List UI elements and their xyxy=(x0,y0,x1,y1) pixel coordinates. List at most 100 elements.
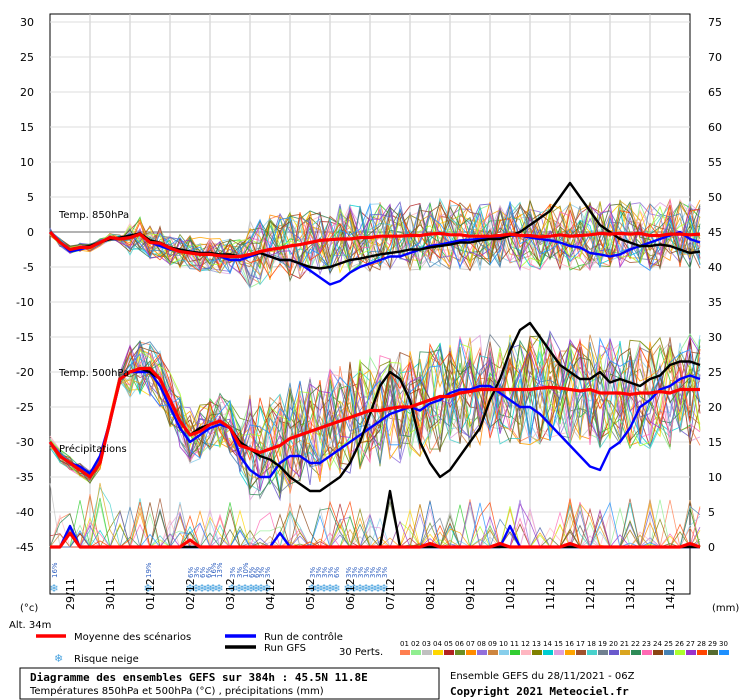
pert-number: 19 xyxy=(598,640,607,648)
legend-control-label: Run de contrôle xyxy=(264,631,343,643)
perturbation-line xyxy=(49,341,701,479)
pert-number: 15 xyxy=(554,640,563,648)
snow-icon: ❄ xyxy=(234,582,243,595)
pert-swatch xyxy=(664,650,674,655)
right-tick-label: 75 xyxy=(708,16,722,29)
snow-pct-label: 3% xyxy=(327,567,335,578)
pert-number: 06 xyxy=(455,640,464,648)
right-unit: (mm) xyxy=(712,603,739,614)
perturbation-line xyxy=(49,202,701,274)
pert-number: 25 xyxy=(664,640,673,648)
pert-number: 28 xyxy=(697,640,706,648)
right-tick-label: 35 xyxy=(708,296,722,309)
series-line-t500 xyxy=(48,366,700,479)
pert-number: 21 xyxy=(620,640,629,648)
snowflake-icon: ❄ xyxy=(54,652,63,665)
pert-number: 17 xyxy=(576,640,585,648)
x-tick-label: 09/12 xyxy=(464,578,477,610)
snow-icon: ❄ xyxy=(349,582,358,595)
pert-swatch xyxy=(642,650,652,655)
snow-pct-label: 3% xyxy=(357,567,365,578)
snow-pct-label: 16% xyxy=(210,562,218,578)
pert-number: 09 xyxy=(488,640,497,648)
snow-icon: ❄ xyxy=(197,582,206,595)
snow-pct-label: 19% xyxy=(145,562,153,578)
right-tick-label: 0 xyxy=(708,541,715,554)
x-tick-label: 12/12 xyxy=(584,578,597,610)
footer-box xyxy=(19,667,440,700)
pert-swatch xyxy=(631,650,641,655)
pert-swatch xyxy=(565,650,575,655)
pert-swatch xyxy=(598,650,608,655)
pert-swatch xyxy=(422,650,432,655)
pert-number: 29 xyxy=(708,640,717,648)
snow-icon: ❄ xyxy=(49,582,58,595)
right-tick-label: 10 xyxy=(708,471,722,484)
snow-pct-label: 3% xyxy=(321,567,329,578)
legend-snow-label: Risque neige xyxy=(74,654,139,665)
x-tick-label: 10/12 xyxy=(504,578,517,610)
snow-pct-label: 10% xyxy=(242,562,250,578)
x-tick-label: 05/12 xyxy=(304,578,317,610)
snow-pct-label: 3% xyxy=(381,567,389,578)
label-precip: Précipitations xyxy=(59,443,127,455)
snow-pct-label: 3% xyxy=(258,567,266,578)
snow-icon: ❄ xyxy=(307,582,316,595)
left-tick-label: 10 xyxy=(20,156,34,169)
left-tick-label: -5 xyxy=(23,261,34,274)
pert-swatch xyxy=(532,650,542,655)
x-tick-label: 29/11 xyxy=(64,578,77,610)
snow-pct-label: 6% xyxy=(199,567,207,578)
pert-swatch xyxy=(697,650,707,655)
series-line-t500 xyxy=(49,370,701,479)
snow-pct-label: 3% xyxy=(264,567,272,578)
snow-icon: ❄ xyxy=(203,582,212,595)
x-tick-label: 11/12 xyxy=(544,578,557,610)
altitude-label: Alt. 34m xyxy=(9,620,51,631)
pert-swatch xyxy=(411,650,421,655)
x-tick-label: 14/12 xyxy=(664,578,677,610)
x-tick-label: 06/12 xyxy=(344,578,357,610)
pert-swatch xyxy=(488,650,498,655)
x-tick-label: 04/12 xyxy=(264,578,277,610)
axes-labels: 302520151050-5-10-15-20-25-30-35-40-4575… xyxy=(16,16,722,610)
left-unit: (°c) xyxy=(20,603,38,614)
left-tick-label: -10 xyxy=(16,296,34,309)
left-tick-label: -45 xyxy=(16,541,34,554)
snow-icon: ❄ xyxy=(379,582,388,595)
pert-swatch xyxy=(686,650,696,655)
snow-pct-label: 3% xyxy=(369,567,377,578)
pert-number: 20 xyxy=(609,640,618,648)
snow-pct-label: 3% xyxy=(315,567,323,578)
snow-icon: ❄ xyxy=(214,582,223,595)
left-tick-label: -25 xyxy=(16,401,34,414)
snow-icon: ❄ xyxy=(361,582,370,595)
pert-swatch xyxy=(675,650,685,655)
right-tick-label: 5 xyxy=(708,506,715,519)
pert-swatch xyxy=(620,650,630,655)
pert-swatch xyxy=(433,650,443,655)
right-tick-label: 45 xyxy=(708,226,722,239)
series-line-precip xyxy=(50,531,701,549)
snow-icon: ❄ xyxy=(256,582,265,595)
snow-pct-label: 16% xyxy=(51,562,59,578)
perturbation-line xyxy=(49,343,701,484)
left-tick-label: -15 xyxy=(16,331,34,344)
perturbation-line xyxy=(49,199,701,271)
left-tick-label: 20 xyxy=(20,86,34,99)
legend-mean-label: Moyenne des scénarios xyxy=(74,631,191,643)
snow-risk-row: ❄16%❄19%❄6%❄3%❄6%❄6%❄16%❄13%❄3%❄3%❄10%❄6… xyxy=(49,562,389,595)
snow-pct-label: 3% xyxy=(229,567,237,578)
pert-number: 26 xyxy=(675,640,684,648)
footer-copyright: Copyright 2021 Meteociel.fr xyxy=(450,685,629,698)
pert-swatch xyxy=(466,650,476,655)
left-tick-label: 0 xyxy=(27,226,34,239)
right-tick-label: 30 xyxy=(708,331,722,344)
pert-number: 11 xyxy=(510,640,519,648)
snow-pct-label: 3% xyxy=(345,567,353,578)
pert-number: 08 xyxy=(477,640,486,648)
x-tick-label: 02/12 xyxy=(184,578,197,610)
x-tick-label: 08/12 xyxy=(424,578,437,610)
footer-title: Diagramme des ensembles GEFS sur 384h : … xyxy=(30,671,368,684)
